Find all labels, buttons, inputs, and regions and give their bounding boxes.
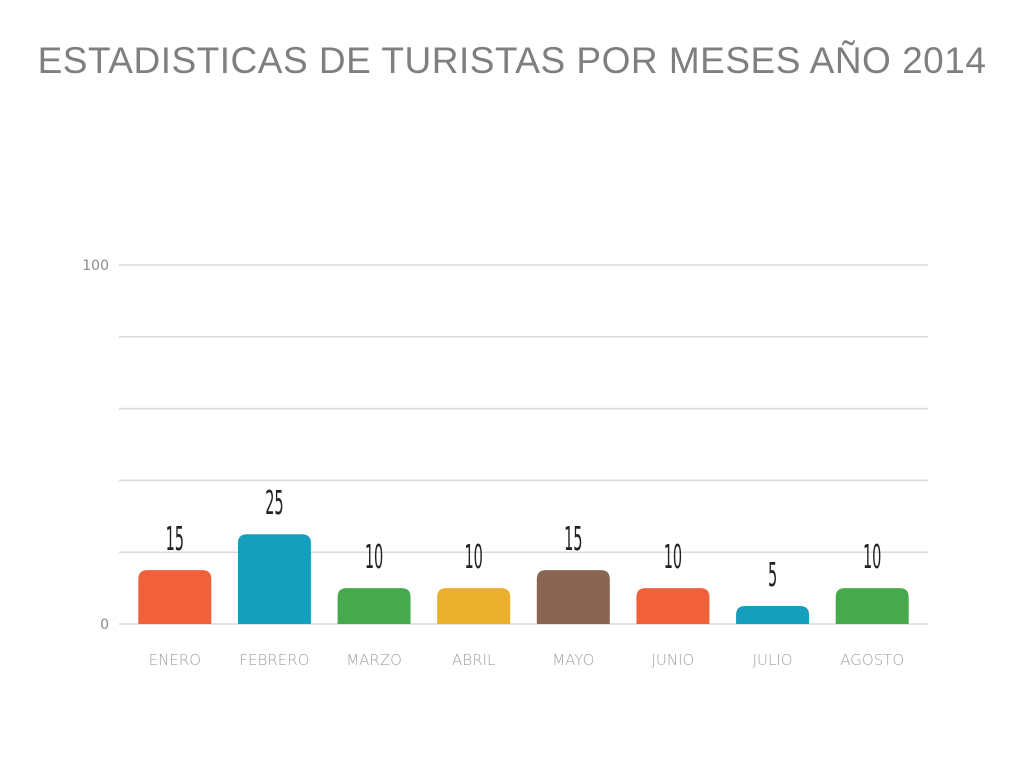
bars-layer xyxy=(138,534,909,624)
data-label: 10 xyxy=(664,539,682,577)
bar-enero xyxy=(138,570,212,624)
y-tick-label: 0 xyxy=(100,617,109,633)
data-label: 10 xyxy=(863,539,881,577)
y-tick-label: 100 xyxy=(82,258,109,274)
labels-layer: 0 100 15 ENERO 25 FEBRERO 10 MARZO 10 ABRIL 15 MAYO… xyxy=(82,258,904,669)
x-tick-label: FEBRERO xyxy=(239,651,309,669)
x-tick-label: ABRIL xyxy=(452,651,495,669)
data-label: 15 xyxy=(166,521,184,559)
data-label: 25 xyxy=(265,485,283,523)
bar-junio xyxy=(636,588,710,624)
bar-febrero xyxy=(237,534,311,624)
x-tick-label: ENERO xyxy=(149,651,201,669)
x-tick-label: JUNIO xyxy=(652,651,695,669)
chart-title: ESTADISTICAS DE TURISTAS POR MESES AÑO 2… xyxy=(37,40,987,81)
bar-marzo xyxy=(337,588,411,624)
data-label: 5 xyxy=(768,557,777,595)
bar-abril xyxy=(437,588,511,624)
x-tick-label: MAYO xyxy=(552,651,594,669)
x-tick-label: AGOSTO xyxy=(840,651,904,669)
bar-mayo xyxy=(536,570,610,624)
x-tick-label: MARZO xyxy=(346,651,402,669)
data-label: 10 xyxy=(365,539,383,577)
x-tick-label: JULIO xyxy=(753,651,793,669)
bar-julio xyxy=(736,606,810,624)
data-label: 10 xyxy=(464,539,482,577)
data-label: 15 xyxy=(564,521,582,559)
bar-agosto xyxy=(835,588,909,624)
